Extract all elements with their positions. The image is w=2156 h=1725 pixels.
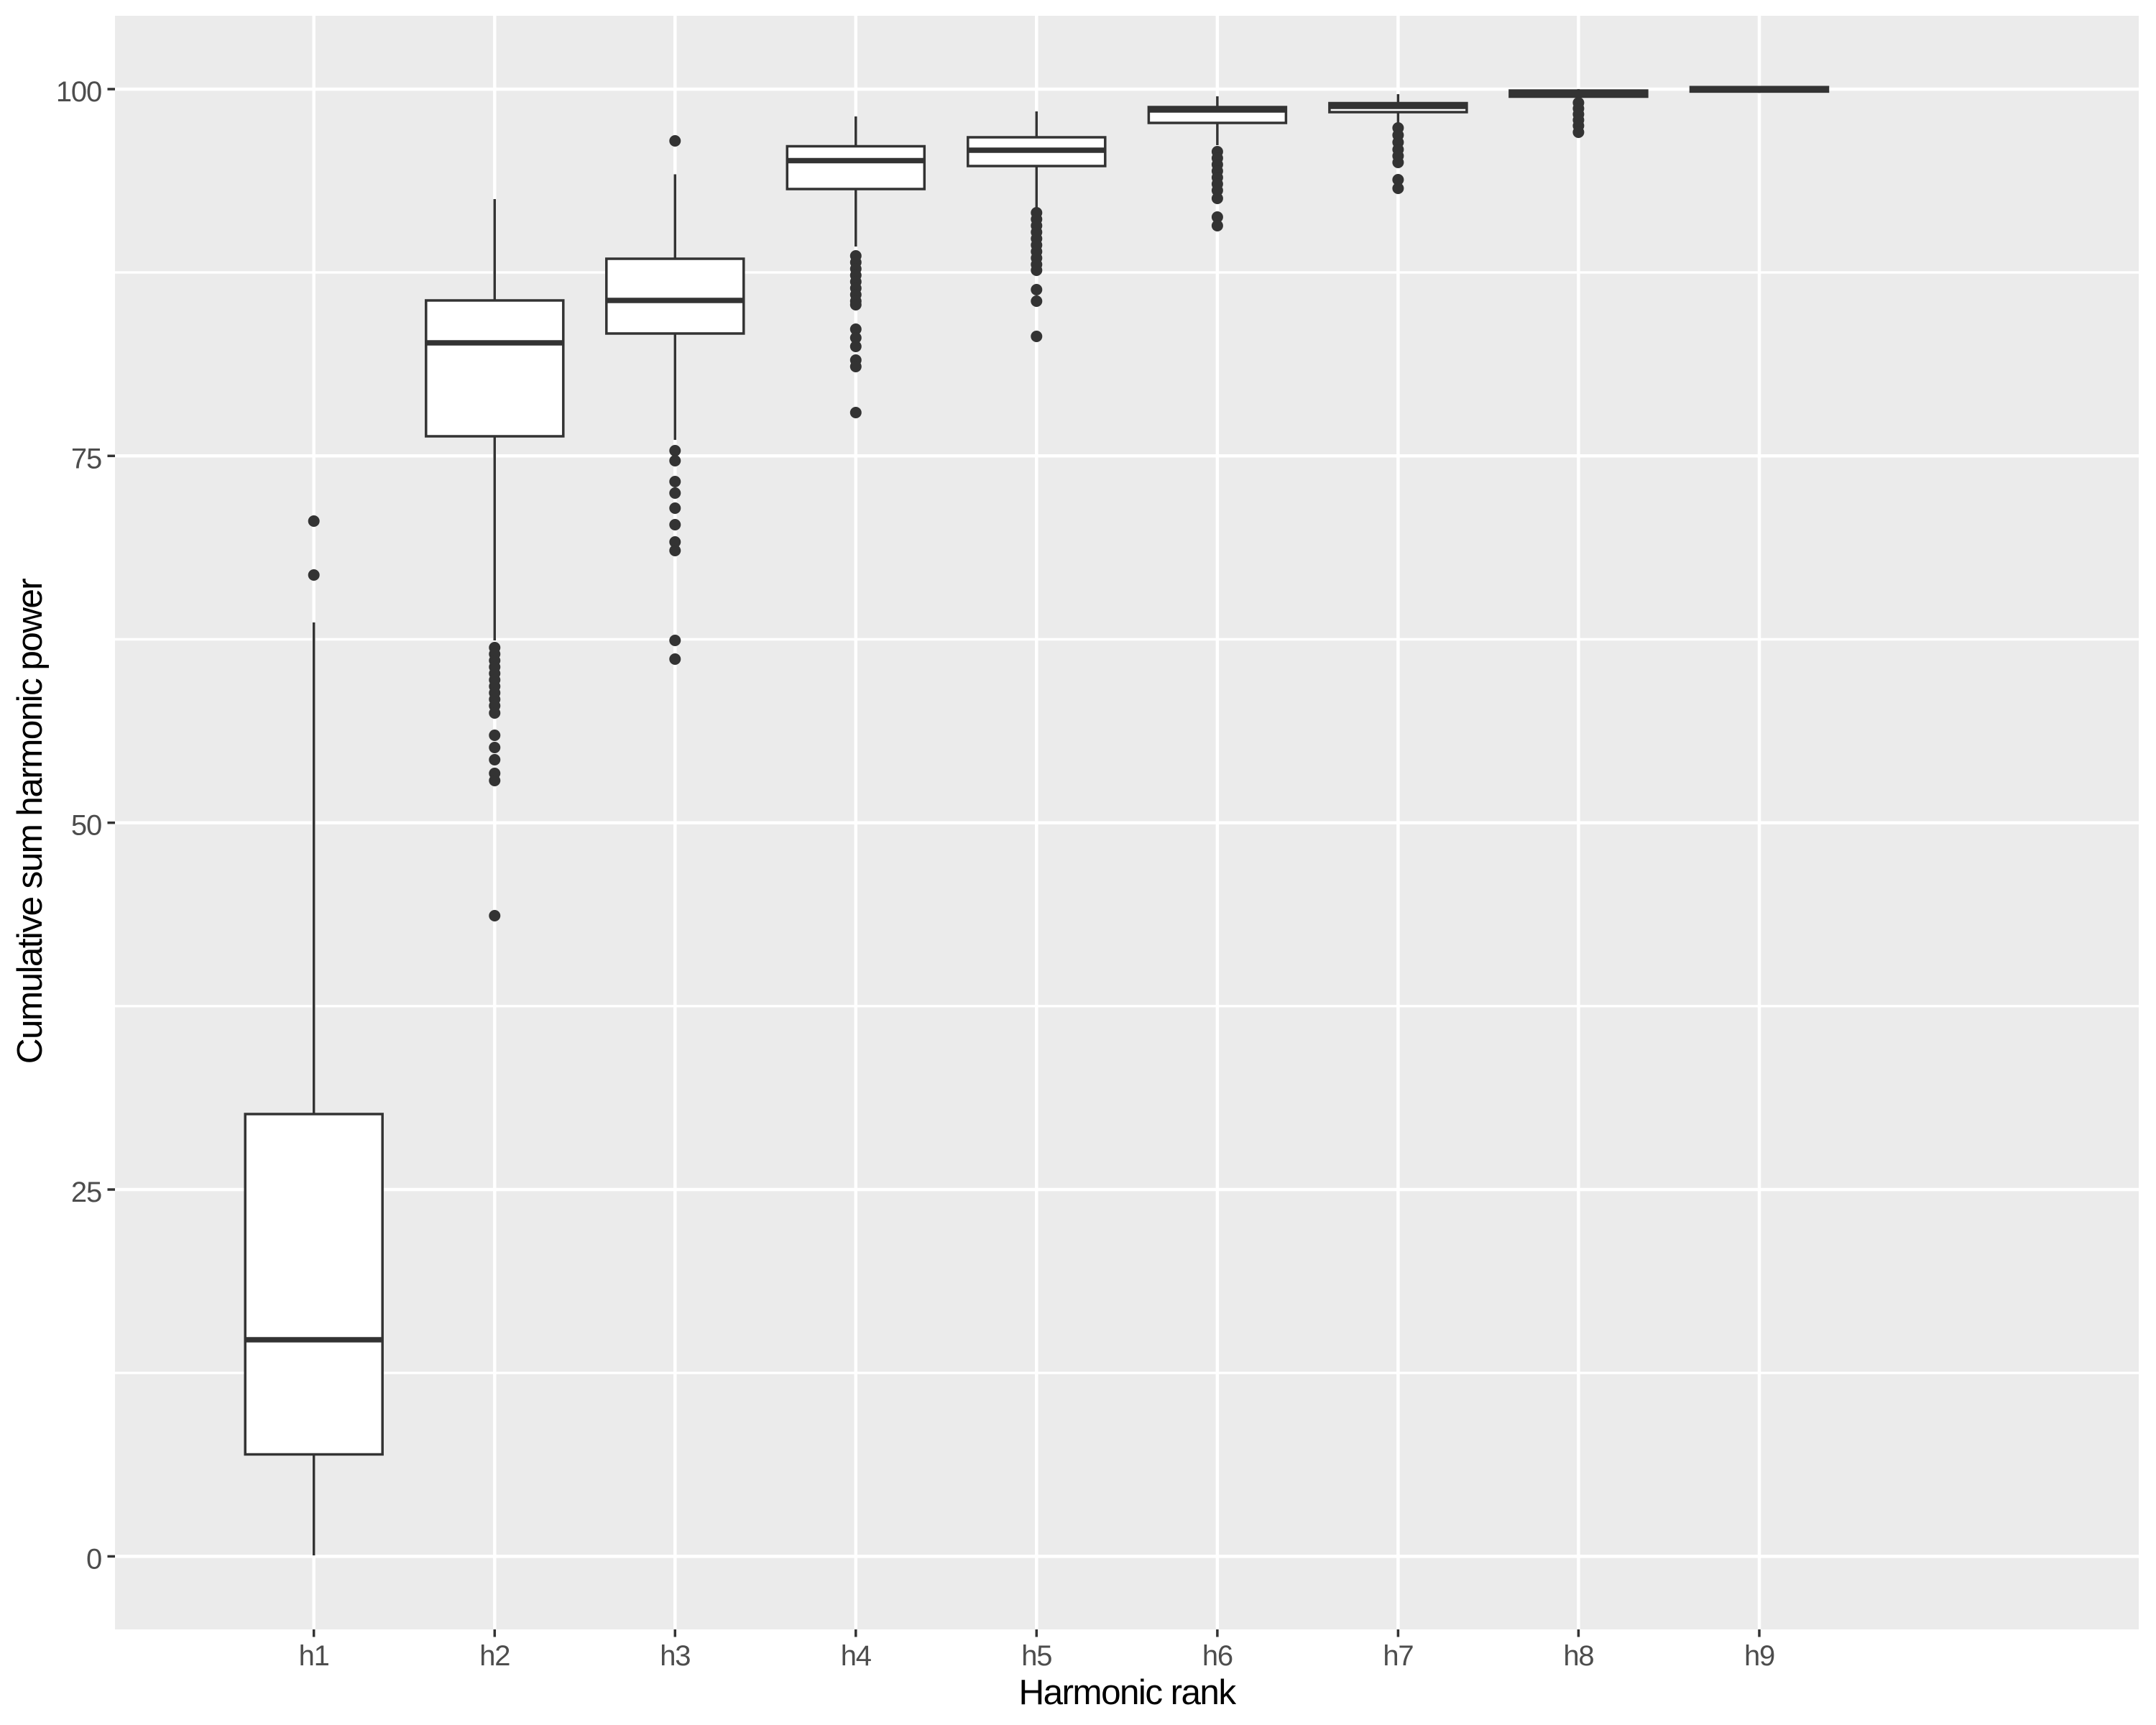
svg-text:50: 50 <box>71 810 101 842</box>
svg-text:h3: h3 <box>660 1640 690 1672</box>
svg-text:h7: h7 <box>1383 1640 1413 1672</box>
svg-text:h1: h1 <box>299 1640 329 1672</box>
svg-text:h9: h9 <box>1744 1640 1774 1672</box>
svg-text:75: 75 <box>71 443 101 474</box>
svg-text:h8: h8 <box>1563 1640 1593 1672</box>
svg-text:25: 25 <box>71 1177 101 1208</box>
svg-text:Harmonic rank: Harmonic rank <box>1018 1673 1236 1712</box>
svg-text:100: 100 <box>56 76 101 108</box>
svg-text:h2: h2 <box>479 1640 510 1672</box>
svg-text:Cumulative sum harmonic power: Cumulative sum harmonic power <box>10 579 50 1064</box>
svg-text:h6: h6 <box>1202 1640 1233 1672</box>
svg-text:h5: h5 <box>1021 1640 1051 1672</box>
svg-text:h4: h4 <box>841 1640 872 1672</box>
svg-text:0: 0 <box>86 1543 101 1575</box>
